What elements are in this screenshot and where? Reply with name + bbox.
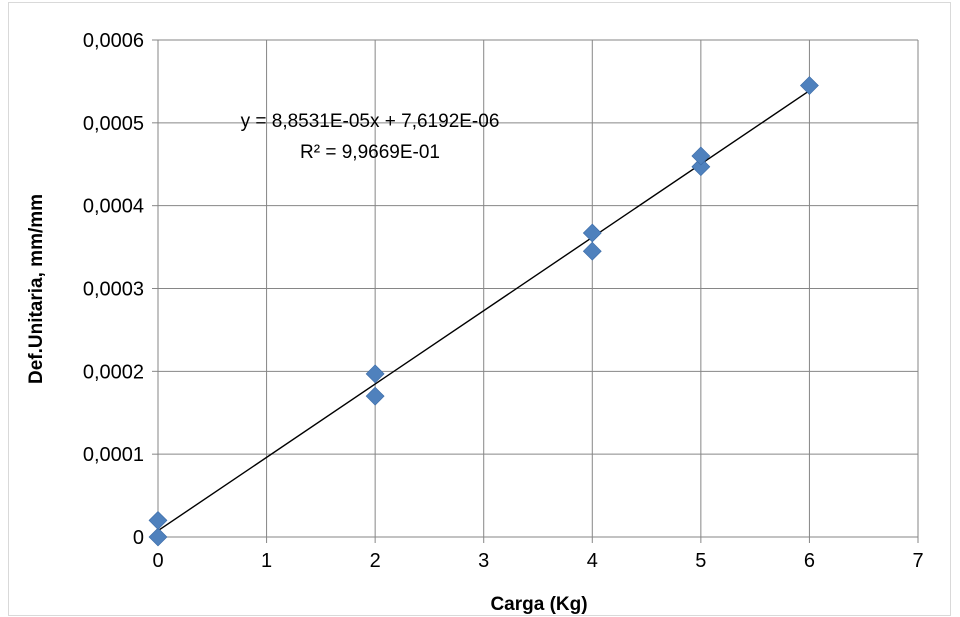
- y-tick-label: 0,0002: [83, 361, 144, 383]
- y-tick-label: 0,0003: [83, 279, 144, 301]
- x-tick-label: 0: [152, 550, 163, 572]
- y-tick-label: 0: [133, 527, 144, 549]
- data-point: [800, 76, 819, 95]
- trendline-equation: y = 8,8531E-05x + 7,6192E-06: [241, 111, 500, 132]
- x-tick-labels: 0 1 2 3 4 5 6 7: [152, 550, 923, 572]
- data-point: [365, 386, 385, 406]
- y-tick-label: 0,0001: [83, 444, 144, 466]
- y-axis-title: Def.Unitaria, mm/mm: [26, 194, 47, 384]
- x-tick-label: 5: [695, 550, 706, 572]
- data-point: [148, 511, 168, 530]
- data-point: [691, 146, 711, 166]
- x-tick-label: 4: [587, 550, 598, 572]
- data-point: [691, 157, 711, 177]
- y-tick-labels: 0 0,0001 0,0002 0,0003 0,0004 0,0005 0,0006: [83, 30, 144, 549]
- data-point: [582, 223, 602, 243]
- x-tick-label: 6: [804, 550, 815, 572]
- x-tick-label: 7: [912, 550, 923, 572]
- data-point: [582, 241, 602, 261]
- x-tick-label: 2: [370, 550, 381, 572]
- data-point: [365, 364, 385, 384]
- chart-frame: [8, 2, 951, 616]
- data-points: [148, 76, 819, 547]
- x-axis-title: Carga (Kg): [490, 594, 587, 615]
- data-point: [148, 527, 168, 547]
- y-tick-label: 0,0004: [83, 196, 144, 218]
- x-tick-label: 1: [261, 550, 272, 572]
- r-squared-label: R² = 9,9669E-01: [300, 142, 440, 163]
- grid-lines: [158, 39, 919, 537]
- x-tick-label: 3: [478, 550, 489, 572]
- y-tick-label: 0,0005: [83, 113, 144, 135]
- y-tick-label: 0,0006: [83, 30, 144, 52]
